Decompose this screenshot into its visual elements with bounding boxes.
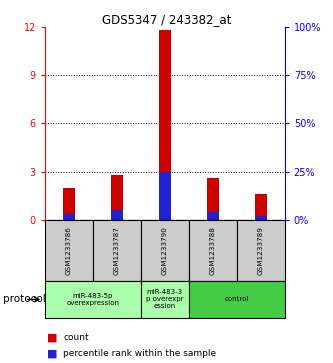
Bar bbox=[189, 220, 237, 281]
Text: ■: ■ bbox=[47, 333, 57, 343]
Bar bbox=[141, 281, 189, 318]
Text: GSM1233790: GSM1233790 bbox=[162, 226, 168, 275]
Bar bbox=[45, 220, 93, 281]
Text: ■: ■ bbox=[47, 349, 57, 359]
Bar bbox=[255, 216, 267, 220]
Text: percentile rank within the sample: percentile rank within the sample bbox=[63, 350, 216, 358]
Bar bbox=[159, 171, 171, 220]
Bar bbox=[141, 220, 189, 281]
Bar bbox=[237, 220, 285, 281]
Text: miR-483-3
p overexpr
ession: miR-483-3 p overexpr ession bbox=[146, 289, 183, 310]
Bar bbox=[159, 30, 171, 220]
Text: GSM1233789: GSM1233789 bbox=[258, 226, 264, 275]
Text: miR-483-5p
overexpression: miR-483-5p overexpression bbox=[66, 293, 120, 306]
Bar bbox=[111, 210, 123, 220]
Bar bbox=[207, 178, 219, 220]
Text: control: control bbox=[224, 297, 249, 302]
Bar bbox=[207, 212, 219, 220]
Text: GSM1233788: GSM1233788 bbox=[210, 226, 216, 275]
Text: GSM1233786: GSM1233786 bbox=[66, 226, 72, 275]
Bar bbox=[255, 194, 267, 220]
Bar bbox=[63, 188, 75, 220]
Text: GSM1233787: GSM1233787 bbox=[114, 226, 120, 275]
Text: count: count bbox=[63, 333, 89, 342]
Bar bbox=[111, 175, 123, 220]
Text: protocol: protocol bbox=[3, 294, 46, 305]
Bar bbox=[93, 220, 141, 281]
Bar bbox=[63, 214, 75, 220]
Bar bbox=[189, 281, 285, 318]
Bar bbox=[45, 281, 141, 318]
Text: GDS5347 / 243382_at: GDS5347 / 243382_at bbox=[102, 13, 231, 26]
